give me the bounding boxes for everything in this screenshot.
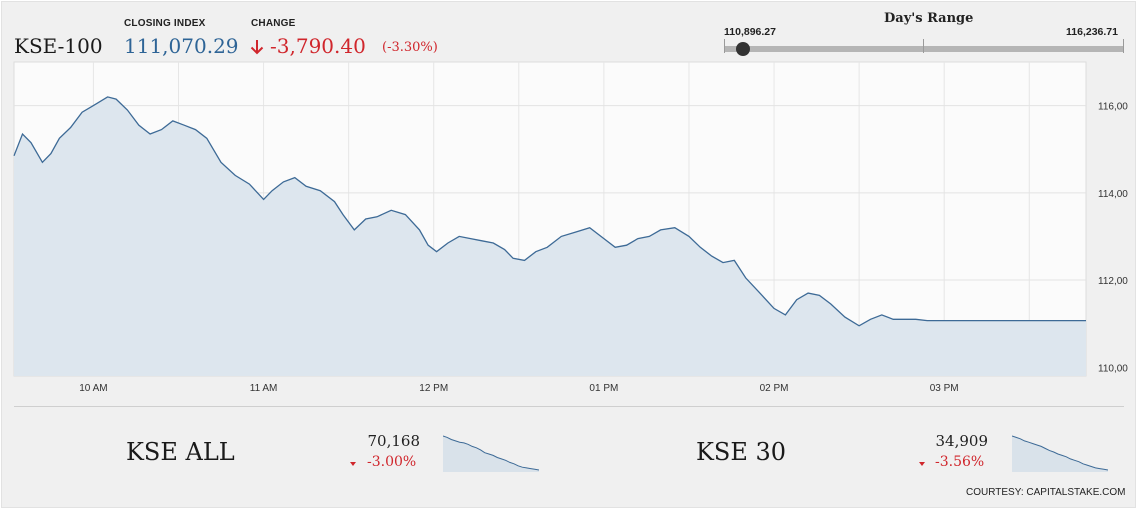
days-range-tick xyxy=(1123,39,1124,53)
days-range-title: Day's Range xyxy=(884,11,974,26)
change-percent: (-3.30%) xyxy=(382,40,438,55)
down-triangle-icon xyxy=(919,462,925,466)
x-tick-label: 03 PM xyxy=(930,383,959,394)
series-line xyxy=(13,96,1086,327)
closing-index-value: 111,070.29 xyxy=(124,34,239,58)
x-tick-label: 12 PM xyxy=(419,383,448,394)
x-tick-label: 10 AM xyxy=(79,383,107,394)
kse-all-sparkline xyxy=(443,435,539,472)
arrow-down-icon xyxy=(250,40,264,55)
y-tick-label: 110,00 xyxy=(1098,363,1128,374)
kse-30-name: KSE 30 xyxy=(696,438,787,466)
x-tick-label: 11 AM xyxy=(250,383,278,394)
closing-index-label: CLOSING INDEX xyxy=(124,18,206,29)
y-tick-label: 116,00 xyxy=(1098,102,1128,113)
kse-all-change: -3.00% xyxy=(367,454,417,470)
days-range-high: 116,236.71 xyxy=(1066,26,1118,38)
y-tick-label: 114,00 xyxy=(1098,189,1128,200)
kse-30-sparkline xyxy=(1012,435,1108,472)
sparkline-area xyxy=(443,436,539,472)
days-range-tick xyxy=(724,39,725,53)
change-value: -3,790.40 xyxy=(270,34,366,58)
intraday-chart: 116,00 114,00 112,00 110,00 10 AM 11 AM 12 PM 0… xyxy=(13,61,1128,394)
days-range-tick xyxy=(923,39,924,53)
divider xyxy=(14,406,1124,407)
days-range-low: 110,896.27 xyxy=(724,26,776,38)
y-tick-label: 112,00 xyxy=(1098,276,1128,287)
sparkline-line xyxy=(1012,435,1108,471)
days-range-track xyxy=(724,46,1124,52)
x-tick-label: 01 PM xyxy=(589,383,618,394)
down-triangle-icon xyxy=(350,462,356,466)
change-label: CHANGE xyxy=(251,18,296,29)
kse-all-name: KSE ALL xyxy=(126,438,235,466)
kse-30-value: 34,909 xyxy=(935,432,989,450)
x-tick-label: 02 PM xyxy=(760,383,789,394)
series-area xyxy=(14,96,1086,377)
kse-all-value: 70,168 xyxy=(367,432,421,450)
days-range-marker xyxy=(736,42,750,56)
courtesy-note: COURTESY: CAPITALSTAKE.COM xyxy=(966,487,1126,498)
index-title: KSE-100 xyxy=(14,34,103,58)
kse-30-change: -3.56% xyxy=(935,454,985,470)
sparkline-line xyxy=(443,435,539,471)
